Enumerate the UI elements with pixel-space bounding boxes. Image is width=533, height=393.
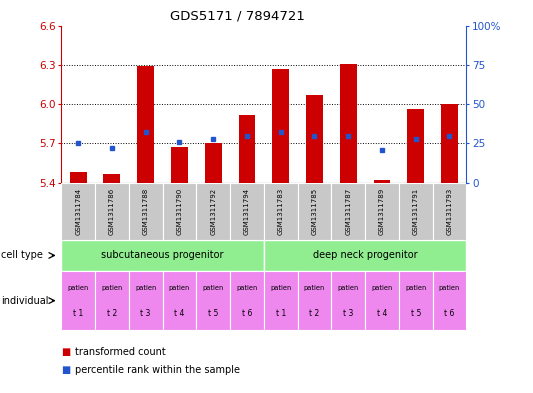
Bar [297, 183, 332, 240]
Bar [196, 183, 230, 240]
Text: patien: patien [203, 285, 224, 291]
Bar [306, 95, 323, 183]
Text: t 5: t 5 [410, 309, 421, 318]
Bar [95, 183, 129, 240]
Text: GSM1311786: GSM1311786 [109, 187, 115, 235]
Text: GSM1311787: GSM1311787 [345, 187, 351, 235]
Bar [129, 271, 163, 330]
Bar [297, 271, 332, 330]
Bar [238, 115, 255, 183]
Bar [399, 183, 433, 240]
Text: GSM1311788: GSM1311788 [143, 187, 149, 235]
Bar [433, 271, 466, 330]
Bar [61, 271, 95, 330]
Text: patien: patien [101, 285, 123, 291]
Text: t 4: t 4 [377, 309, 387, 318]
Bar [441, 104, 458, 183]
Text: patien: patien [169, 285, 190, 291]
Text: GSM1311783: GSM1311783 [278, 187, 284, 235]
Text: GDS5171 / 7894721: GDS5171 / 7894721 [169, 10, 305, 23]
Bar [433, 183, 466, 240]
Bar [374, 180, 390, 183]
Text: patien: patien [337, 285, 359, 291]
Bar [163, 183, 196, 240]
Text: GSM1311789: GSM1311789 [379, 187, 385, 235]
Bar [264, 240, 466, 271]
Text: GSM1311784: GSM1311784 [75, 188, 81, 235]
Text: patien: patien [405, 285, 426, 291]
Text: t 2: t 2 [309, 309, 320, 318]
Text: individual: individual [1, 296, 49, 306]
Text: patien: patien [270, 285, 292, 291]
Bar [264, 183, 297, 240]
Text: GSM1311792: GSM1311792 [210, 188, 216, 235]
Text: t 3: t 3 [141, 309, 151, 318]
Bar [103, 174, 120, 183]
Text: t 2: t 2 [107, 309, 117, 318]
Text: GSM1311794: GSM1311794 [244, 188, 250, 235]
Text: t 6: t 6 [445, 309, 455, 318]
Bar [230, 183, 264, 240]
Bar [399, 271, 433, 330]
Text: GSM1311791: GSM1311791 [413, 187, 419, 235]
Bar [407, 109, 424, 183]
Bar [61, 240, 264, 271]
Bar [138, 66, 154, 183]
Bar [230, 271, 264, 330]
Text: t 3: t 3 [343, 309, 353, 318]
Bar [264, 271, 297, 330]
Bar [340, 64, 357, 183]
Text: ■: ■ [61, 365, 70, 375]
Bar [196, 271, 230, 330]
Text: GSM1311793: GSM1311793 [447, 187, 453, 235]
Bar [171, 147, 188, 183]
Text: t 5: t 5 [208, 309, 219, 318]
Text: patien: patien [304, 285, 325, 291]
Bar [163, 271, 196, 330]
Text: t 4: t 4 [174, 309, 184, 318]
Text: patien: patien [372, 285, 393, 291]
Text: deep neck progenitor: deep neck progenitor [313, 250, 417, 261]
Bar [365, 183, 399, 240]
Bar [61, 183, 95, 240]
Bar [95, 271, 129, 330]
Text: t 1: t 1 [73, 309, 83, 318]
Text: patien: patien [236, 285, 257, 291]
Text: GSM1311785: GSM1311785 [311, 188, 318, 235]
Text: cell type: cell type [1, 250, 43, 261]
Text: ■: ■ [61, 347, 70, 357]
Text: patien: patien [68, 285, 89, 291]
Text: t 6: t 6 [242, 309, 252, 318]
Bar [332, 183, 365, 240]
Bar [129, 183, 163, 240]
Bar [70, 172, 86, 183]
Text: patien: patien [439, 285, 460, 291]
Text: t 1: t 1 [276, 309, 286, 318]
Bar [272, 69, 289, 183]
Text: subcutaneous progenitor: subcutaneous progenitor [101, 250, 224, 261]
Text: percentile rank within the sample: percentile rank within the sample [75, 365, 240, 375]
Text: patien: patien [135, 285, 156, 291]
Text: transformed count: transformed count [75, 347, 165, 357]
Bar [205, 143, 222, 183]
Bar [332, 271, 365, 330]
Bar [365, 271, 399, 330]
Text: GSM1311790: GSM1311790 [176, 187, 182, 235]
